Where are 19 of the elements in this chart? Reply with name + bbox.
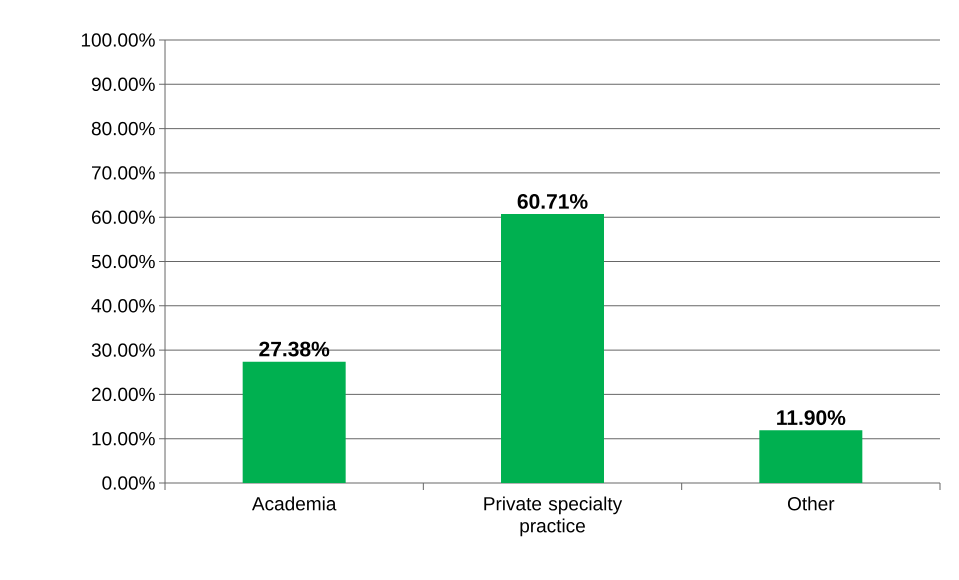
y-tick-label: 40.00% xyxy=(91,299,155,313)
data-label: 11.90% xyxy=(777,410,846,426)
x-tick-label: Private specialty practice xyxy=(484,496,622,536)
y-tick-label: 0.00% xyxy=(102,476,155,490)
y-tick-label: 30.00% xyxy=(92,343,155,357)
data-label: 60.71% xyxy=(518,194,588,209)
y-tick-label: 50.00% xyxy=(92,254,155,268)
y-tick-label: 70.00% xyxy=(92,166,155,180)
y-tick-label: 80.00% xyxy=(92,122,155,136)
x-tick-label: Other xyxy=(788,496,834,510)
bar xyxy=(759,430,862,483)
bar xyxy=(501,214,604,483)
bar xyxy=(242,362,346,483)
y-tick-label: 20.00% xyxy=(92,388,155,402)
x-tick-label: Academia xyxy=(252,496,336,510)
y-tick-label: 90.00% xyxy=(92,78,155,92)
y-tick-label: 10.00% xyxy=(92,432,155,446)
y-tick-label: 60.00% xyxy=(92,210,155,224)
y-tick-label: 100.00% xyxy=(82,33,155,47)
